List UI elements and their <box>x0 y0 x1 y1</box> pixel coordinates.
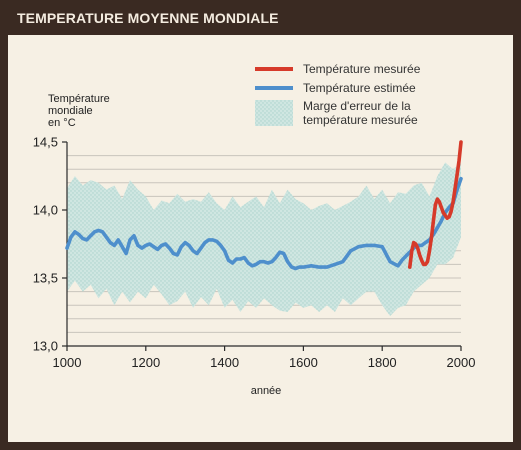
chart-title: TEMPERATURE MOYENNE MONDIALE <box>17 10 279 26</box>
y-axis-label-line-2: mondiale <box>48 105 93 117</box>
legend-label-error-line-2: température mesurée <box>303 113 418 127</box>
x-tick-label: 1200 <box>131 355 160 370</box>
legend-label-estimated: Température estimée <box>303 81 416 95</box>
legend-swatch-error-band <box>255 100 293 126</box>
y-axis-label-line-3: en °C <box>48 117 76 129</box>
y-tick-label: 14,0 <box>33 203 58 218</box>
x-tick-label: 1800 <box>368 355 397 370</box>
series-line-measured <box>408 140 463 269</box>
header-bar: TEMPERATURE MOYENNE MONDIALE <box>0 0 521 35</box>
legend-label-error-line-1: Marge d'erreur de la <box>303 99 411 113</box>
x-tick-label: 2000 <box>447 355 476 370</box>
legend: Température mesurée Température estimée … <box>255 62 421 127</box>
y-axis-label-line-1: Température <box>48 93 110 105</box>
y-tick-label: 13,5 <box>33 271 58 286</box>
y-tick-label: 13,0 <box>33 339 58 354</box>
series-line-estimated <box>65 176 463 271</box>
x-axis-label: année <box>251 385 282 397</box>
y-tick-label: 14,5 <box>33 135 58 150</box>
legend-label-measured: Température mesurée <box>303 62 421 76</box>
x-tick-label: 1000 <box>53 355 82 370</box>
x-tick-label: 1400 <box>210 355 239 370</box>
error-band <box>67 162 461 317</box>
x-tick-label: 1600 <box>289 355 318 370</box>
